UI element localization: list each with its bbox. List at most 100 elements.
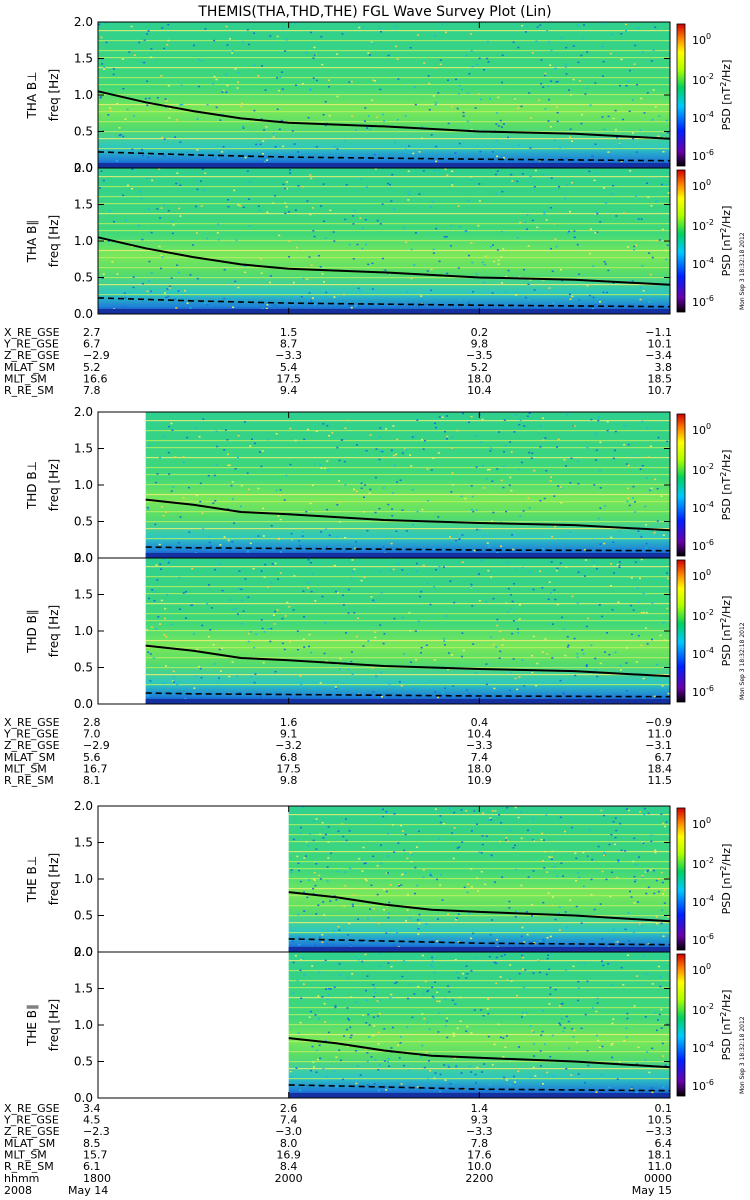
y-tick-label: 0.5 <box>74 271 93 285</box>
ephemeris-value: 10.1 <box>648 338 673 351</box>
ephemeris-row-label: Y_RE_GSE <box>3 338 59 351</box>
dashed-frequency-line <box>145 546 671 552</box>
ephemeris-row-label: Z_RE_GSE <box>4 349 60 362</box>
dashed-frequency-line <box>97 151 671 162</box>
solid-frequency-line <box>288 891 671 923</box>
solid-frequency-line <box>145 498 671 532</box>
ephemeris-value: −3.3 <box>645 1125 672 1138</box>
y-tick-label: 2.0 <box>74 161 93 175</box>
ephemeris-row-label: X_RE_GSE <box>4 716 60 729</box>
colorbar-tick-label: 10-4 <box>692 110 714 125</box>
y-tick-label: 1.5 <box>74 442 93 456</box>
ephemeris-value: 3.8 <box>655 361 673 374</box>
ephemeris-value: 18.4 <box>648 762 673 775</box>
panel-ylabel: THE B⊥ <box>25 856 39 903</box>
y-tick-label: 1.5 <box>74 198 93 212</box>
colorbar-tick-label: 100 <box>692 32 711 47</box>
ephemeris-row-label: Z_RE_GSE <box>4 1125 60 1138</box>
ephemeris-value: −2.3 <box>83 1125 110 1138</box>
spectrogram-panel: 2.0 1.5 1.0 0.5 0.0 THD B∥ freq [Hz] 100 10-2 10-… <box>25 551 746 711</box>
ephemeris-value: −1.1 <box>645 326 672 339</box>
ephemeris-value: −3.3 <box>275 349 302 362</box>
colorbar-tick-label: 10-2 <box>692 462 714 477</box>
y-tick-label: 0.0 <box>74 945 93 959</box>
colorbar-tick-label: 100 <box>692 816 711 831</box>
colorbar-tick-label: 100 <box>692 962 711 977</box>
solid-frequency-line <box>97 90 671 140</box>
time-tick-label: 2200 <box>465 1172 493 1185</box>
y-tick-label: 1.5 <box>74 836 93 850</box>
y-tick-label: 0.5 <box>74 1055 93 1069</box>
ephemeris-value: 17.5 <box>276 762 301 775</box>
ephemeris-value: −3.1 <box>645 739 672 752</box>
y-tick-label: 2.0 <box>74 405 93 419</box>
panel-ylabel: THD B∥ <box>25 609 39 654</box>
colorbar-tick-label: 10-2 <box>692 856 714 871</box>
spectral-speckle <box>98 22 669 167</box>
ephemeris-value: −3.3 <box>466 1125 493 1138</box>
solid-frequency-line <box>97 236 671 286</box>
ephemeris-value: 18.0 <box>467 372 492 385</box>
ephemeris-row-label: R_RE_SM <box>4 384 54 397</box>
ephemeris-value: 11.0 <box>648 1160 673 1173</box>
y-tick-label: 0.0 <box>74 551 93 565</box>
colorbar-tick-label: 10-6 <box>692 1078 714 1093</box>
ephemeris-value: 9.8 <box>280 774 298 787</box>
spectral-bands <box>288 960 670 1080</box>
ephemeris-value: 16.6 <box>83 372 108 385</box>
y-tick-label: 1.0 <box>74 1018 93 1032</box>
ephemeris-value: −3.4 <box>645 349 672 362</box>
ephemeris-row-label: R_RE_SM <box>4 774 54 787</box>
ephemeris-value: −0.9 <box>645 716 672 729</box>
ephemeris-value: 7.4 <box>280 1114 298 1127</box>
low-freq-band <box>98 309 670 314</box>
ephemeris-value: 17.6 <box>467 1148 492 1161</box>
ephemeris-value: 1.4 <box>471 1102 489 1115</box>
ephemeris-value: 10.4 <box>467 384 492 397</box>
solid-frequency-line <box>288 1037 671 1069</box>
panel-ylabel: THA B∥ <box>25 220 39 264</box>
spectral-bands <box>145 420 670 540</box>
ephemeris-table: X_RE_GSE 2.7 1.5 0.2 −1.1 Y_RE_GSE 6.7 8.7 9.8 10… <box>3 326 672 397</box>
ephemeris-value: 0.2 <box>471 326 489 339</box>
colorbar <box>676 807 686 951</box>
ephemeris-value: 9.4 <box>280 384 298 397</box>
colorbar-tick-label: 10-6 <box>692 148 714 163</box>
ephemeris-row-label: MLAT_SM <box>4 1137 55 1150</box>
y-tick-label: 2.0 <box>74 551 93 565</box>
ephemeris-row-label: MLT_SM <box>4 762 47 775</box>
freq-axis-label: freq [Hz] <box>47 605 61 657</box>
ephemeris-value: 9.1 <box>280 728 298 741</box>
ephemeris-value: 8.4 <box>280 1160 298 1173</box>
ephemeris-row-label: Y_RE_GSE <box>3 728 59 741</box>
y-tick-label: 1.0 <box>74 234 93 248</box>
date-start-label: May 14 <box>68 1184 108 1197</box>
colorbar-tick-label: 10-4 <box>692 500 714 515</box>
panel-ylabel: THE B∥ <box>25 1004 39 1047</box>
ephemeris-value: 9.8 <box>471 338 489 351</box>
ephemeris-value: 4.5 <box>83 1114 101 1127</box>
ephemeris-value: 17.5 <box>276 372 301 385</box>
colorbar-tick-label: 10-6 <box>692 932 714 947</box>
y-tick-label: 0.0 <box>74 697 93 711</box>
y-tick-label: 1.0 <box>74 624 93 638</box>
ephemeris-value: 7.8 <box>83 384 101 397</box>
ephemeris-row-label: X_RE_GSE <box>4 1102 60 1115</box>
ephemeris-value: 7.8 <box>471 1137 489 1150</box>
spectrogram-panel: 2.0 1.5 1.0 0.5 0.0 THE B⊥ freq [Hz] 100 10-2 10-… <box>25 799 733 959</box>
timestamp-stamp: Mon Sep 3 18:32:18 2012 <box>739 232 746 310</box>
y-tick-label: 1.0 <box>74 478 93 492</box>
y-tick-label: 0.5 <box>74 909 93 923</box>
colorbar-tick-label: 10-6 <box>692 294 714 309</box>
ephemeris-value: −3.3 <box>466 739 493 752</box>
y-tick-label: 1.5 <box>74 588 93 602</box>
ephemeris-value: 7.0 <box>83 728 101 741</box>
ephemeris-value: 18.5 <box>648 372 673 385</box>
ephemeris-table: X_RE_GSE 3.4 2.6 1.4 0.1 Y_RE_GSE 4.5 7.4 9.3 10.… <box>3 1102 672 1173</box>
colorbar <box>676 953 686 1097</box>
ephemeris-value: 0.4 <box>471 716 489 729</box>
ephemeris-row-label: MLT_SM <box>4 372 47 385</box>
timestamp-stamp: Mon Sep 3 18:32:18 2012 <box>739 622 746 700</box>
y-tick-label: 0.5 <box>74 515 93 529</box>
colorbar-label: PSD [nT2/Hz] <box>719 990 733 1061</box>
